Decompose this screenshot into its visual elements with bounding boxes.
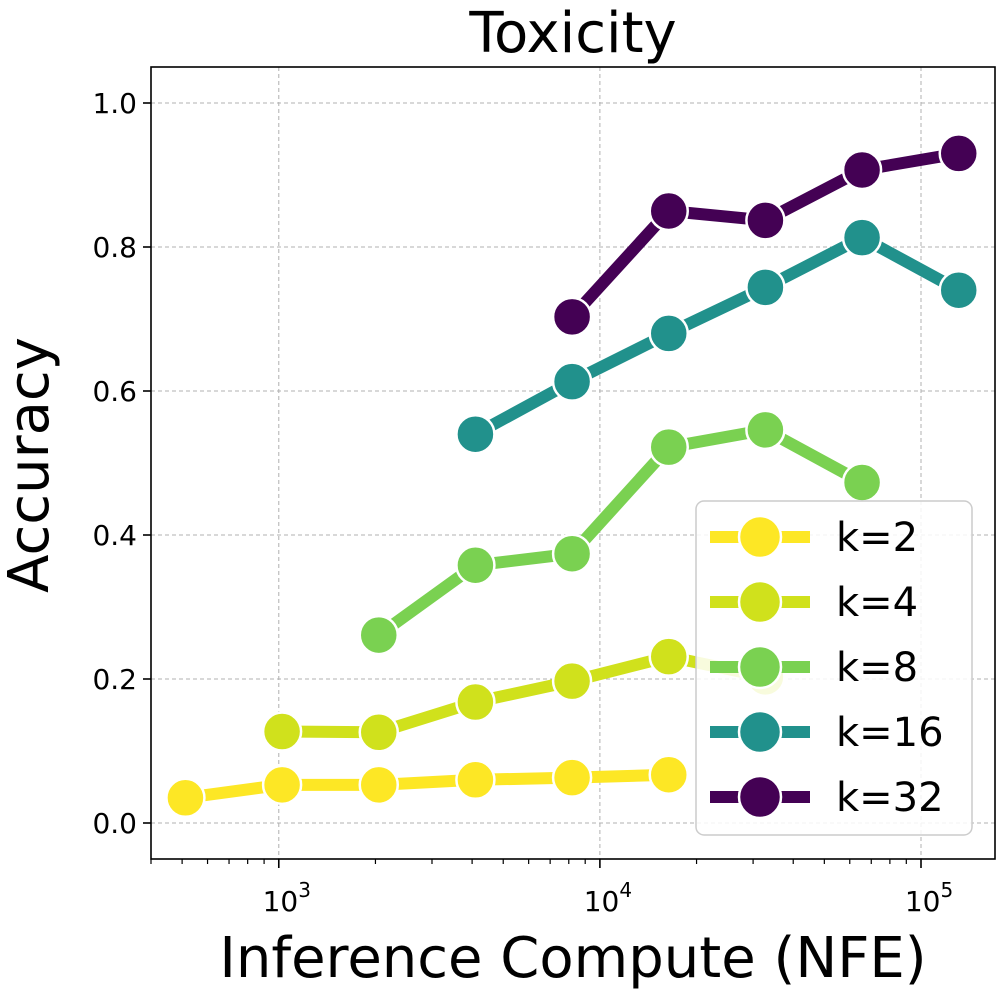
data-point — [745, 200, 786, 241]
x-tick-exponent: 4 — [619, 878, 632, 902]
data-point — [455, 544, 496, 586]
series-layer — [165, 133, 979, 819]
data-point — [261, 711, 303, 752]
series-line — [472, 231, 962, 440]
data-point — [358, 712, 400, 753]
x-tick-label: 104 — [584, 878, 632, 918]
legend-label: k=2 — [836, 515, 918, 561]
data-point — [841, 149, 883, 191]
x-minor-ticks — [150, 859, 907, 864]
series-line — [184, 768, 669, 804]
data-point — [938, 269, 979, 311]
series-k=4 — [261, 636, 786, 753]
legend-marker — [737, 774, 783, 820]
y-tick-label: 0.4 — [92, 519, 137, 552]
legend-marker — [737, 514, 783, 560]
data-point — [648, 190, 689, 232]
data-point — [455, 681, 496, 723]
y-tick-label: 1.0 — [92, 87, 137, 120]
data-point — [455, 413, 496, 455]
legend-label: k=4 — [836, 580, 918, 626]
series-line — [282, 650, 767, 739]
x-tick-label: 103 — [263, 878, 311, 918]
data-point — [551, 533, 593, 574]
data-point — [648, 754, 689, 796]
data-point — [648, 426, 689, 468]
plot-frame — [150, 66, 996, 860]
legend-marker — [737, 644, 783, 690]
x-tick-label: 105 — [905, 878, 953, 918]
y-tick-label: 0.2 — [92, 663, 137, 696]
legend-entry: k=2 — [710, 514, 918, 561]
data-point — [551, 757, 593, 798]
data-point — [938, 133, 979, 174]
series-k=32 — [551, 133, 979, 338]
legend-marker — [737, 579, 783, 625]
x-tick-base: 10 — [584, 885, 620, 918]
x-axis-ticks: 103 104 105 — [263, 859, 953, 918]
data-point — [551, 660, 593, 702]
data-point — [648, 636, 689, 677]
series-k=2 — [165, 754, 689, 819]
y-tick-label: 0.8 — [92, 231, 137, 264]
legend-marker — [737, 709, 783, 755]
x-tick-exponent: 3 — [298, 878, 311, 902]
legend-label: k=16 — [836, 710, 944, 756]
legend-label: k=32 — [836, 775, 944, 821]
data-point — [841, 462, 883, 503]
series-k=16 — [455, 217, 979, 455]
data-point — [648, 313, 689, 354]
legend-entry: k=16 — [710, 709, 944, 756]
data-point — [455, 759, 496, 801]
legend-entry: k=8 — [710, 644, 918, 691]
data-point — [745, 267, 786, 308]
legend: k=2 k=4 k=8 k=16 k=32 — [695, 500, 973, 836]
chart-title: Toxicity — [468, 1, 676, 66]
data-point — [551, 296, 593, 338]
data-point — [551, 361, 593, 402]
data-point — [261, 764, 303, 806]
x-tick-base: 10 — [905, 885, 941, 918]
y-axis-ticks: 0.0 0.2 0.4 0.6 0.8 1.0 — [92, 87, 151, 840]
data-point — [358, 764, 400, 806]
data-point — [165, 777, 206, 819]
data-point — [841, 217, 883, 258]
x-tick-base: 10 — [263, 885, 299, 918]
y-tick-label: 0.6 — [92, 375, 137, 408]
y-tick-label: 0.0 — [92, 807, 137, 840]
legend-entry: k=32 — [710, 774, 944, 821]
data-point — [745, 409, 786, 451]
series-k=8 — [358, 409, 883, 656]
data-point — [358, 614, 400, 656]
y-axis-title: Accuracy — [0, 337, 62, 593]
x-tick-exponent: 5 — [940, 878, 953, 902]
legend-label: k=8 — [836, 645, 918, 691]
legend-entry: k=4 — [710, 579, 918, 626]
x-axis-title: Inference Compute (NFE) — [219, 926, 926, 989]
